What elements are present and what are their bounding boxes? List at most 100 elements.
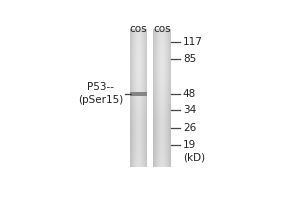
Bar: [155, 62, 156, 63]
Bar: [168, 93, 169, 94]
Bar: [153, 129, 154, 131]
Bar: [131, 46, 132, 48]
Bar: [160, 138, 161, 139]
Bar: [145, 82, 146, 84]
Bar: [132, 60, 133, 62]
Bar: [154, 89, 155, 91]
Bar: [158, 129, 159, 131]
Bar: [141, 152, 142, 153]
Bar: [132, 145, 133, 146]
Bar: [145, 58, 146, 60]
Bar: [170, 136, 171, 138]
Bar: [159, 94, 160, 96]
Bar: [167, 84, 168, 86]
Bar: [170, 164, 171, 165]
Bar: [137, 107, 138, 108]
Bar: [162, 117, 163, 119]
Bar: [155, 88, 156, 89]
Bar: [141, 143, 142, 145]
Bar: [139, 98, 140, 100]
Bar: [153, 138, 154, 139]
Bar: [145, 68, 146, 70]
Bar: [135, 48, 136, 49]
Bar: [165, 108, 166, 110]
Bar: [161, 46, 162, 48]
Bar: [165, 124, 166, 126]
Bar: [130, 145, 131, 146]
Bar: [133, 119, 134, 120]
Bar: [160, 117, 161, 119]
Bar: [160, 88, 161, 89]
Bar: [144, 127, 145, 129]
Bar: [165, 112, 166, 114]
Bar: [139, 82, 140, 84]
Bar: [137, 110, 138, 112]
Bar: [134, 70, 135, 72]
Bar: [131, 146, 132, 148]
Bar: [156, 89, 157, 91]
Bar: [156, 53, 157, 55]
Bar: [161, 108, 162, 110]
Bar: [144, 82, 145, 84]
Bar: [153, 89, 154, 91]
Bar: [157, 143, 158, 145]
Bar: [165, 162, 166, 164]
Bar: [145, 60, 146, 62]
Bar: [140, 63, 141, 65]
Bar: [160, 51, 161, 53]
Bar: [132, 82, 133, 84]
Bar: [142, 34, 143, 36]
Bar: [139, 39, 140, 41]
Bar: [141, 146, 142, 148]
Bar: [131, 36, 132, 37]
Bar: [135, 146, 136, 148]
Bar: [134, 164, 135, 165]
Bar: [130, 127, 131, 129]
Bar: [160, 48, 161, 49]
Bar: [130, 65, 131, 67]
Bar: [155, 29, 156, 30]
Bar: [153, 114, 154, 115]
Bar: [166, 75, 167, 77]
Bar: [146, 55, 147, 56]
Bar: [161, 150, 162, 152]
Bar: [162, 37, 163, 39]
Bar: [143, 122, 144, 124]
Bar: [131, 34, 132, 36]
Bar: [158, 88, 159, 89]
Bar: [144, 101, 145, 103]
Bar: [156, 81, 157, 82]
Bar: [138, 136, 139, 138]
Bar: [160, 32, 161, 34]
Bar: [142, 110, 143, 112]
Bar: [162, 58, 163, 60]
Bar: [160, 157, 161, 159]
Bar: [167, 110, 168, 112]
Bar: [144, 141, 145, 143]
Bar: [160, 143, 161, 145]
Bar: [155, 55, 156, 56]
Bar: [166, 148, 167, 150]
Bar: [159, 60, 160, 62]
Bar: [163, 58, 164, 60]
Bar: [159, 162, 160, 164]
Bar: [133, 146, 134, 148]
Bar: [168, 133, 169, 134]
Bar: [146, 82, 147, 84]
Bar: [145, 29, 146, 30]
Bar: [145, 81, 146, 82]
Bar: [141, 89, 142, 91]
Bar: [136, 91, 137, 93]
Bar: [130, 165, 131, 167]
Bar: [142, 127, 143, 129]
Bar: [139, 62, 140, 63]
Bar: [130, 55, 131, 56]
Bar: [162, 62, 163, 63]
Bar: [163, 41, 164, 42]
Bar: [163, 108, 164, 110]
Bar: [153, 49, 154, 51]
Bar: [165, 39, 166, 41]
Bar: [134, 143, 135, 145]
Bar: [135, 119, 136, 120]
Bar: [137, 114, 138, 115]
